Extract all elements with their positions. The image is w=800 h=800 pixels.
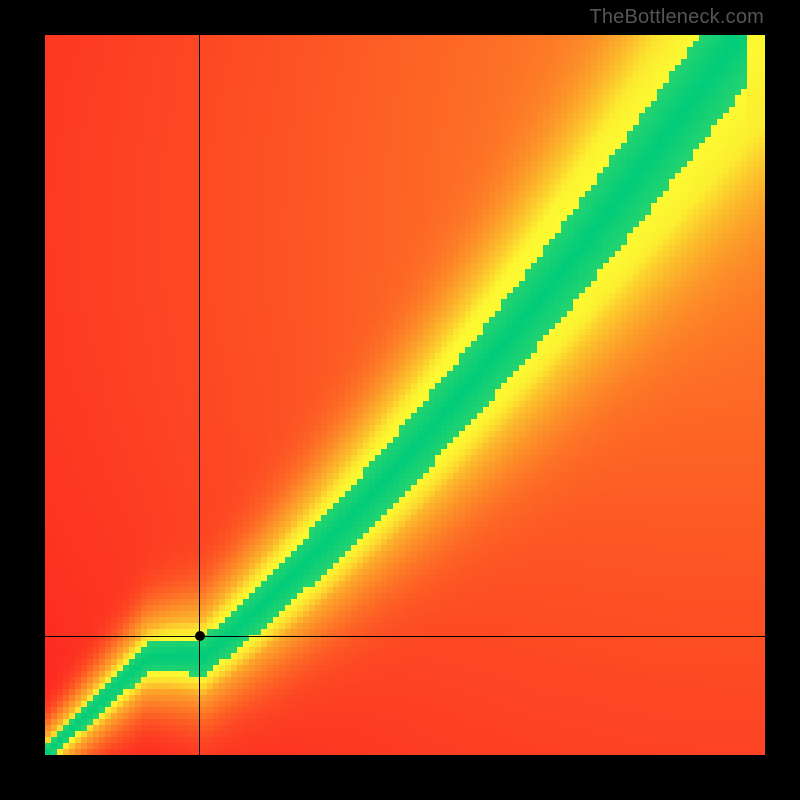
- heatmap-plot: [45, 35, 765, 755]
- heatmap-canvas: [45, 35, 765, 755]
- watermark-text: TheBottleneck.com: [589, 6, 764, 29]
- chart-frame: TheBottleneck.com: [0, 0, 800, 800]
